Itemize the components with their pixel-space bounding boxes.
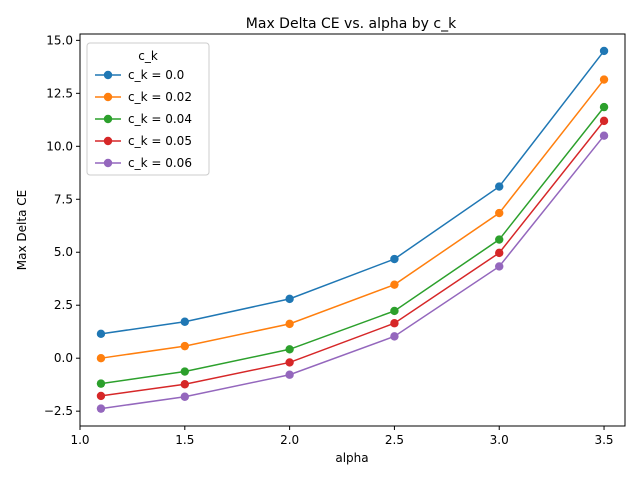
data-point: [495, 235, 504, 244]
legend-item-label: c_k = 0.06: [128, 156, 192, 170]
legend: c_k c_k = 0.0 c_k = 0.02 c_k = 0.04 c_k = 0.…: [86, 42, 210, 176]
series-line-1: [100, 79, 605, 359]
data-point: [495, 262, 504, 271]
data-point: [285, 345, 294, 354]
data-point: [495, 248, 504, 258]
data-point: [599, 116, 609, 126]
x-tick-label: 1.5: [175, 433, 194, 447]
data-point: [180, 317, 190, 326]
legend-box: [86, 42, 210, 176]
legend-item-label: c_k = 0.04: [128, 112, 192, 126]
y-axis-label: Max Delta CE: [15, 190, 29, 270]
y-tick-label: 15.0: [46, 33, 73, 47]
x-tick-label: 2.5: [385, 433, 404, 447]
y-tick-label: 7.5: [54, 192, 73, 206]
y-tick-label: 0.0: [54, 351, 73, 365]
data-point: [390, 332, 399, 341]
legend-marker: [103, 70, 113, 80]
data-point: [390, 280, 399, 289]
legend-marker: [103, 114, 113, 124]
chart-title: Max Delta CE vs. alpha by c_k: [246, 16, 457, 32]
data-point: [96, 379, 106, 388]
legend-marker: [103, 136, 113, 146]
x-tick-label: 1.0: [70, 433, 89, 447]
data-point: [285, 319, 294, 329]
data-point: [495, 182, 504, 191]
series-line-2: [100, 106, 605, 385]
y-tick-label: 12.5: [46, 86, 73, 100]
legend-item-label: c_k = 0.0: [128, 68, 184, 82]
data-point: [180, 380, 190, 389]
data-point: [96, 404, 106, 413]
data-point: [390, 319, 399, 328]
data-point: [390, 306, 399, 316]
y-tick-label: 10.0: [46, 139, 73, 153]
y-tick-label: 2.5: [54, 298, 73, 312]
x-tick-label: 2.0: [280, 433, 299, 447]
data-point: [285, 294, 294, 304]
series-line-4: [100, 135, 605, 410]
data-point: [599, 75, 609, 84]
legend-marker: [103, 92, 113, 102]
legend-item-label: c_k = 0.02: [128, 90, 192, 104]
y-axis: −2.5 0.0 2.5 5.0 7.5 10.0 12.5 15.0: [44, 33, 80, 418]
legend-title: c_k: [138, 49, 158, 63]
data-point: [599, 46, 609, 56]
data-point: [180, 341, 190, 351]
x-axis-label: alpha: [335, 451, 368, 465]
legend-item-label: c_k = 0.05: [128, 134, 192, 148]
y-tick-label: 5.0: [54, 245, 73, 259]
x-tick-label: 3.0: [490, 433, 509, 447]
data-point: [96, 391, 106, 401]
data-point: [285, 370, 294, 379]
legend-marker: [103, 158, 113, 168]
data-point: [180, 367, 190, 376]
series-line-0: [100, 50, 605, 335]
data-point: [599, 102, 609, 112]
data-point: [285, 358, 294, 367]
data-point: [96, 329, 106, 339]
series-layer: [96, 46, 609, 413]
x-axis: 1.0 1.5 2.0 2.5 3.0 3.5: [70, 426, 614, 447]
data-point: [180, 392, 190, 401]
data-point: [96, 353, 106, 363]
y-tick-label: −2.5: [44, 404, 73, 418]
series-line-3: [100, 120, 605, 397]
data-point: [390, 254, 399, 264]
data-point: [599, 131, 609, 140]
x-tick-label: 3.5: [594, 433, 613, 447]
plot-frame: [79, 33, 626, 427]
data-point: [495, 208, 504, 218]
